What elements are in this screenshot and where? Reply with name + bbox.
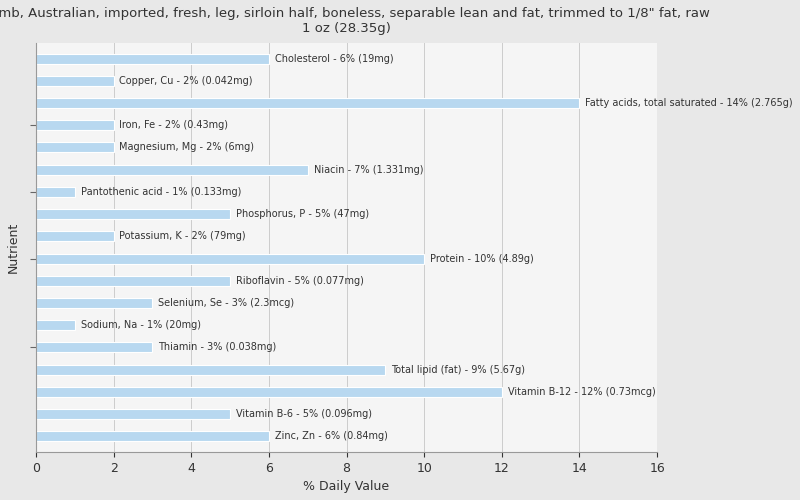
Text: Niacin - 7% (1.331mg): Niacin - 7% (1.331mg) <box>314 164 423 174</box>
Text: Riboflavin - 5% (0.077mg): Riboflavin - 5% (0.077mg) <box>236 276 364 285</box>
Bar <box>36 409 230 419</box>
Text: Iron, Fe - 2% (0.43mg): Iron, Fe - 2% (0.43mg) <box>119 120 228 130</box>
Text: Vitamin B-6 - 5% (0.096mg): Vitamin B-6 - 5% (0.096mg) <box>236 409 372 419</box>
Text: Total lipid (fat) - 9% (5.67g): Total lipid (fat) - 9% (5.67g) <box>391 364 525 374</box>
Bar <box>36 254 424 264</box>
Text: Zinc, Zn - 6% (0.84mg): Zinc, Zn - 6% (0.84mg) <box>274 431 387 441</box>
Text: Pantothenic acid - 1% (0.133mg): Pantothenic acid - 1% (0.133mg) <box>81 187 241 197</box>
Bar <box>36 431 269 441</box>
Bar <box>36 276 230 285</box>
Bar <box>36 54 269 64</box>
Bar <box>36 120 114 130</box>
Text: Magnesium, Mg - 2% (6mg): Magnesium, Mg - 2% (6mg) <box>119 142 254 152</box>
Bar <box>36 142 114 152</box>
Bar <box>36 209 230 219</box>
X-axis label: % Daily Value: % Daily Value <box>303 480 390 493</box>
Text: Cholesterol - 6% (19mg): Cholesterol - 6% (19mg) <box>274 54 394 64</box>
Bar <box>36 232 114 241</box>
Text: Fatty acids, total saturated - 14% (2.765g): Fatty acids, total saturated - 14% (2.76… <box>586 98 793 108</box>
Bar <box>36 98 579 108</box>
Title: Lamb, Australian, imported, fresh, leg, sirloin half, boneless, separable lean a: Lamb, Australian, imported, fresh, leg, … <box>0 7 710 35</box>
Text: Protein - 10% (4.89g): Protein - 10% (4.89g) <box>430 254 534 264</box>
Text: Potassium, K - 2% (79mg): Potassium, K - 2% (79mg) <box>119 232 246 241</box>
Text: Copper, Cu - 2% (0.042mg): Copper, Cu - 2% (0.042mg) <box>119 76 253 86</box>
Bar <box>36 320 74 330</box>
Bar <box>36 76 114 86</box>
Text: Phosphorus, P - 5% (47mg): Phosphorus, P - 5% (47mg) <box>236 209 369 219</box>
Bar <box>36 164 308 174</box>
Bar <box>36 342 152 352</box>
Bar <box>36 187 74 197</box>
Y-axis label: Nutrient: Nutrient <box>7 222 20 273</box>
Text: Vitamin B-12 - 12% (0.73mcg): Vitamin B-12 - 12% (0.73mcg) <box>508 387 655 397</box>
Bar <box>36 387 502 397</box>
Text: Thiamin - 3% (0.038mg): Thiamin - 3% (0.038mg) <box>158 342 277 352</box>
Bar <box>36 364 386 374</box>
Bar <box>36 298 152 308</box>
Text: Selenium, Se - 3% (2.3mcg): Selenium, Se - 3% (2.3mcg) <box>158 298 294 308</box>
Text: Sodium, Na - 1% (20mg): Sodium, Na - 1% (20mg) <box>81 320 201 330</box>
